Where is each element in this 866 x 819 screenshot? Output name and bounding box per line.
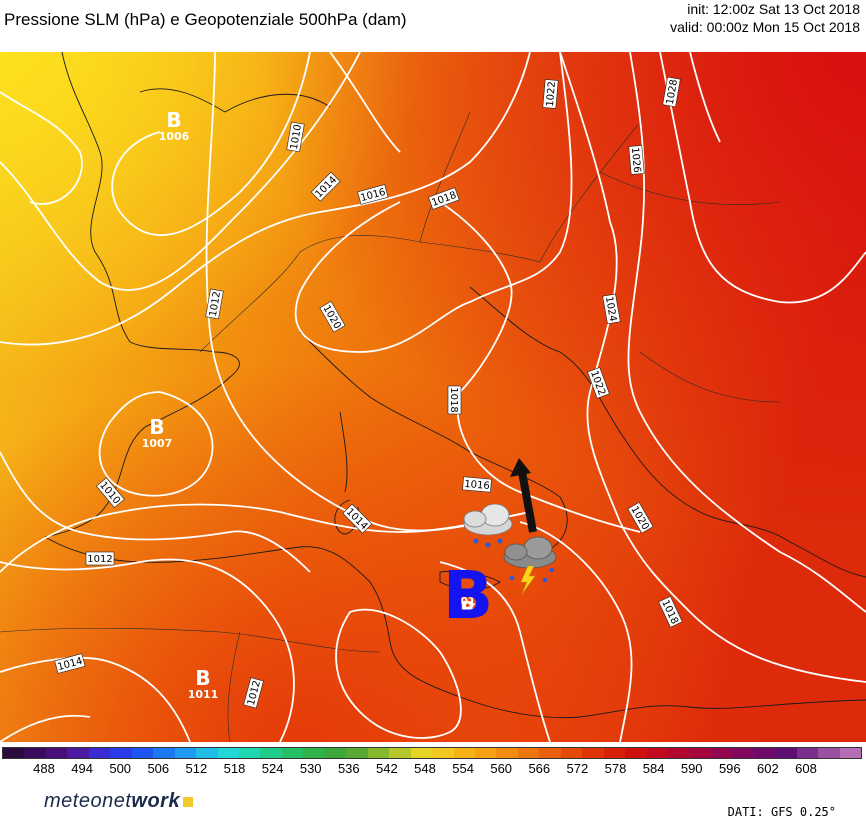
- colorbar-tick-label: 566: [528, 761, 551, 776]
- colorbar-segment: [517, 748, 540, 758]
- colorbar-tick-label: 572: [566, 761, 589, 776]
- svg-text:B: B: [195, 666, 210, 690]
- colorbar-segment: [24, 748, 46, 758]
- colorbar-segment: [238, 748, 261, 758]
- colorbar-segment: [367, 748, 390, 758]
- colorbar-tick-label: 548: [414, 761, 436, 776]
- isobar-label: 1012: [87, 554, 112, 565]
- colorbar-ticks: 488 494 500 506 512 518 524 530 536 542 548 554 560 5…: [0, 761, 866, 779]
- colorbar-tick-label: 536: [337, 761, 360, 776]
- run-info: init: 12:00z Sat 13 Oct 2018 valid: 00:0…: [670, 0, 860, 36]
- colorbar-tick-label: 584: [642, 761, 665, 776]
- colorbar-segment: [281, 748, 304, 758]
- isobar-label: 1010: [289, 124, 304, 151]
- colorbar-segment: [453, 748, 475, 758]
- data-source: DATI: GFS 0.25°: [727, 805, 836, 819]
- colorbar-segment: [582, 748, 604, 758]
- colorbar-tick-label: 542: [376, 761, 398, 776]
- svg-text:1007: 1007: [142, 437, 173, 450]
- svg-text:1013: 1013: [453, 595, 484, 608]
- colorbar-tick-label: 506: [147, 761, 170, 776]
- colorbar-segment: [196, 748, 218, 758]
- colorbar-tick-label: 554: [452, 761, 474, 776]
- colorbar-tick-label: 524: [261, 761, 284, 776]
- colorbar-tick-label: 488: [33, 761, 55, 776]
- colorbar-segment: [625, 748, 647, 758]
- colorbar-segment: [753, 748, 776, 758]
- colorbar-segment: [710, 748, 733, 758]
- colorbar-segment: [217, 748, 239, 758]
- isobar-label: 1022: [545, 81, 558, 107]
- colorbar-tick-label: 518: [223, 761, 246, 776]
- colorbar-tick-label: 500: [109, 761, 132, 776]
- colorbar-segment: [775, 748, 797, 758]
- colorbar-segment: [88, 748, 111, 758]
- isobar-label: 1026: [629, 147, 642, 173]
- pressure-map: 1010 1014 1016 1018 1022 1026 1028 1012 …: [0, 52, 866, 742]
- svg-text:B: B: [166, 108, 181, 132]
- colorbar-segment: [603, 748, 626, 758]
- low-center: B 1006: [159, 108, 190, 143]
- colorbar-segment: [153, 748, 175, 758]
- rain-cloud-icon: [463, 503, 513, 548]
- borders: [0, 111, 781, 742]
- colorbar-segment: [260, 748, 282, 758]
- colorbar: [2, 747, 862, 759]
- low-center: B 1007: [142, 415, 173, 450]
- colorbar-segment: [410, 748, 433, 758]
- colorbar-tick-label: 596: [718, 761, 741, 776]
- colorbar-segment: [796, 748, 819, 758]
- valid-time: valid: 00:00z Mon 15 Oct 2018: [670, 19, 860, 35]
- colorbar-tick-label: 578: [604, 761, 627, 776]
- colorbar-segment: [324, 748, 347, 758]
- storm-motion-arrow: [510, 458, 537, 533]
- svg-text:1006: 1006: [159, 130, 190, 143]
- init-time: init: 12:00z Sat 13 Oct 2018: [687, 1, 860, 17]
- colorbar-segment: [818, 748, 840, 758]
- colorbar-segment: [3, 748, 25, 758]
- isobar-label: 1024: [603, 296, 618, 323]
- colorbar-segment: [539, 748, 561, 758]
- meteonetwork-logo: meteonetwork: [44, 790, 194, 813]
- coastlines: [44, 52, 866, 719]
- colorbar-segment: [110, 748, 132, 758]
- colorbar-tick-label: 608: [795, 761, 817, 776]
- colorbar-segment: [839, 748, 862, 758]
- colorbar-tick-label: 494: [71, 761, 93, 776]
- colorbar-segment: [174, 748, 197, 758]
- low-center-main: B 1013 B: [443, 557, 493, 634]
- isobar-label: 1018: [448, 387, 459, 412]
- isobars: [0, 52, 866, 742]
- map-title: Pressione SLM (hPa) e Geopotenziale 500h…: [4, 10, 407, 29]
- svg-text:B: B: [149, 415, 164, 439]
- colorbar-segment: [303, 748, 325, 758]
- colorbar-segment: [496, 748, 518, 758]
- colorbar-segment: [474, 748, 497, 758]
- svg-text:B: B: [460, 597, 475, 621]
- isobar-label: 1012: [208, 291, 223, 318]
- colorbar-segment: [432, 748, 454, 758]
- colorbar-segment: [560, 748, 583, 758]
- colorbar-segment: [689, 748, 711, 758]
- colorbar-tick-label: 602: [757, 761, 779, 776]
- thunderstorm-icon: [503, 536, 557, 595]
- isobar-label: 1016: [464, 479, 490, 492]
- colorbar-segment: [668, 748, 690, 758]
- svg-text:B: B: [443, 557, 493, 634]
- isobar-label: 1028: [665, 79, 680, 106]
- colorbar-segment: [389, 748, 411, 758]
- colorbar-segment: [45, 748, 68, 758]
- colorbar-segment: [646, 748, 669, 758]
- colorbar-tick-label: 560: [490, 761, 513, 776]
- colorbar-tick-label: 512: [185, 761, 208, 776]
- low-center: B 1011: [188, 666, 219, 701]
- colorbar-segment: [131, 748, 154, 758]
- colorbar-segment: [346, 748, 368, 758]
- svg-text:1011: 1011: [188, 688, 219, 701]
- colorbar-tick-label: 590: [680, 761, 703, 776]
- colorbar-segment: [67, 748, 89, 758]
- colorbar-tick-label: 530: [299, 761, 322, 776]
- colorbar-segment: [732, 748, 754, 758]
